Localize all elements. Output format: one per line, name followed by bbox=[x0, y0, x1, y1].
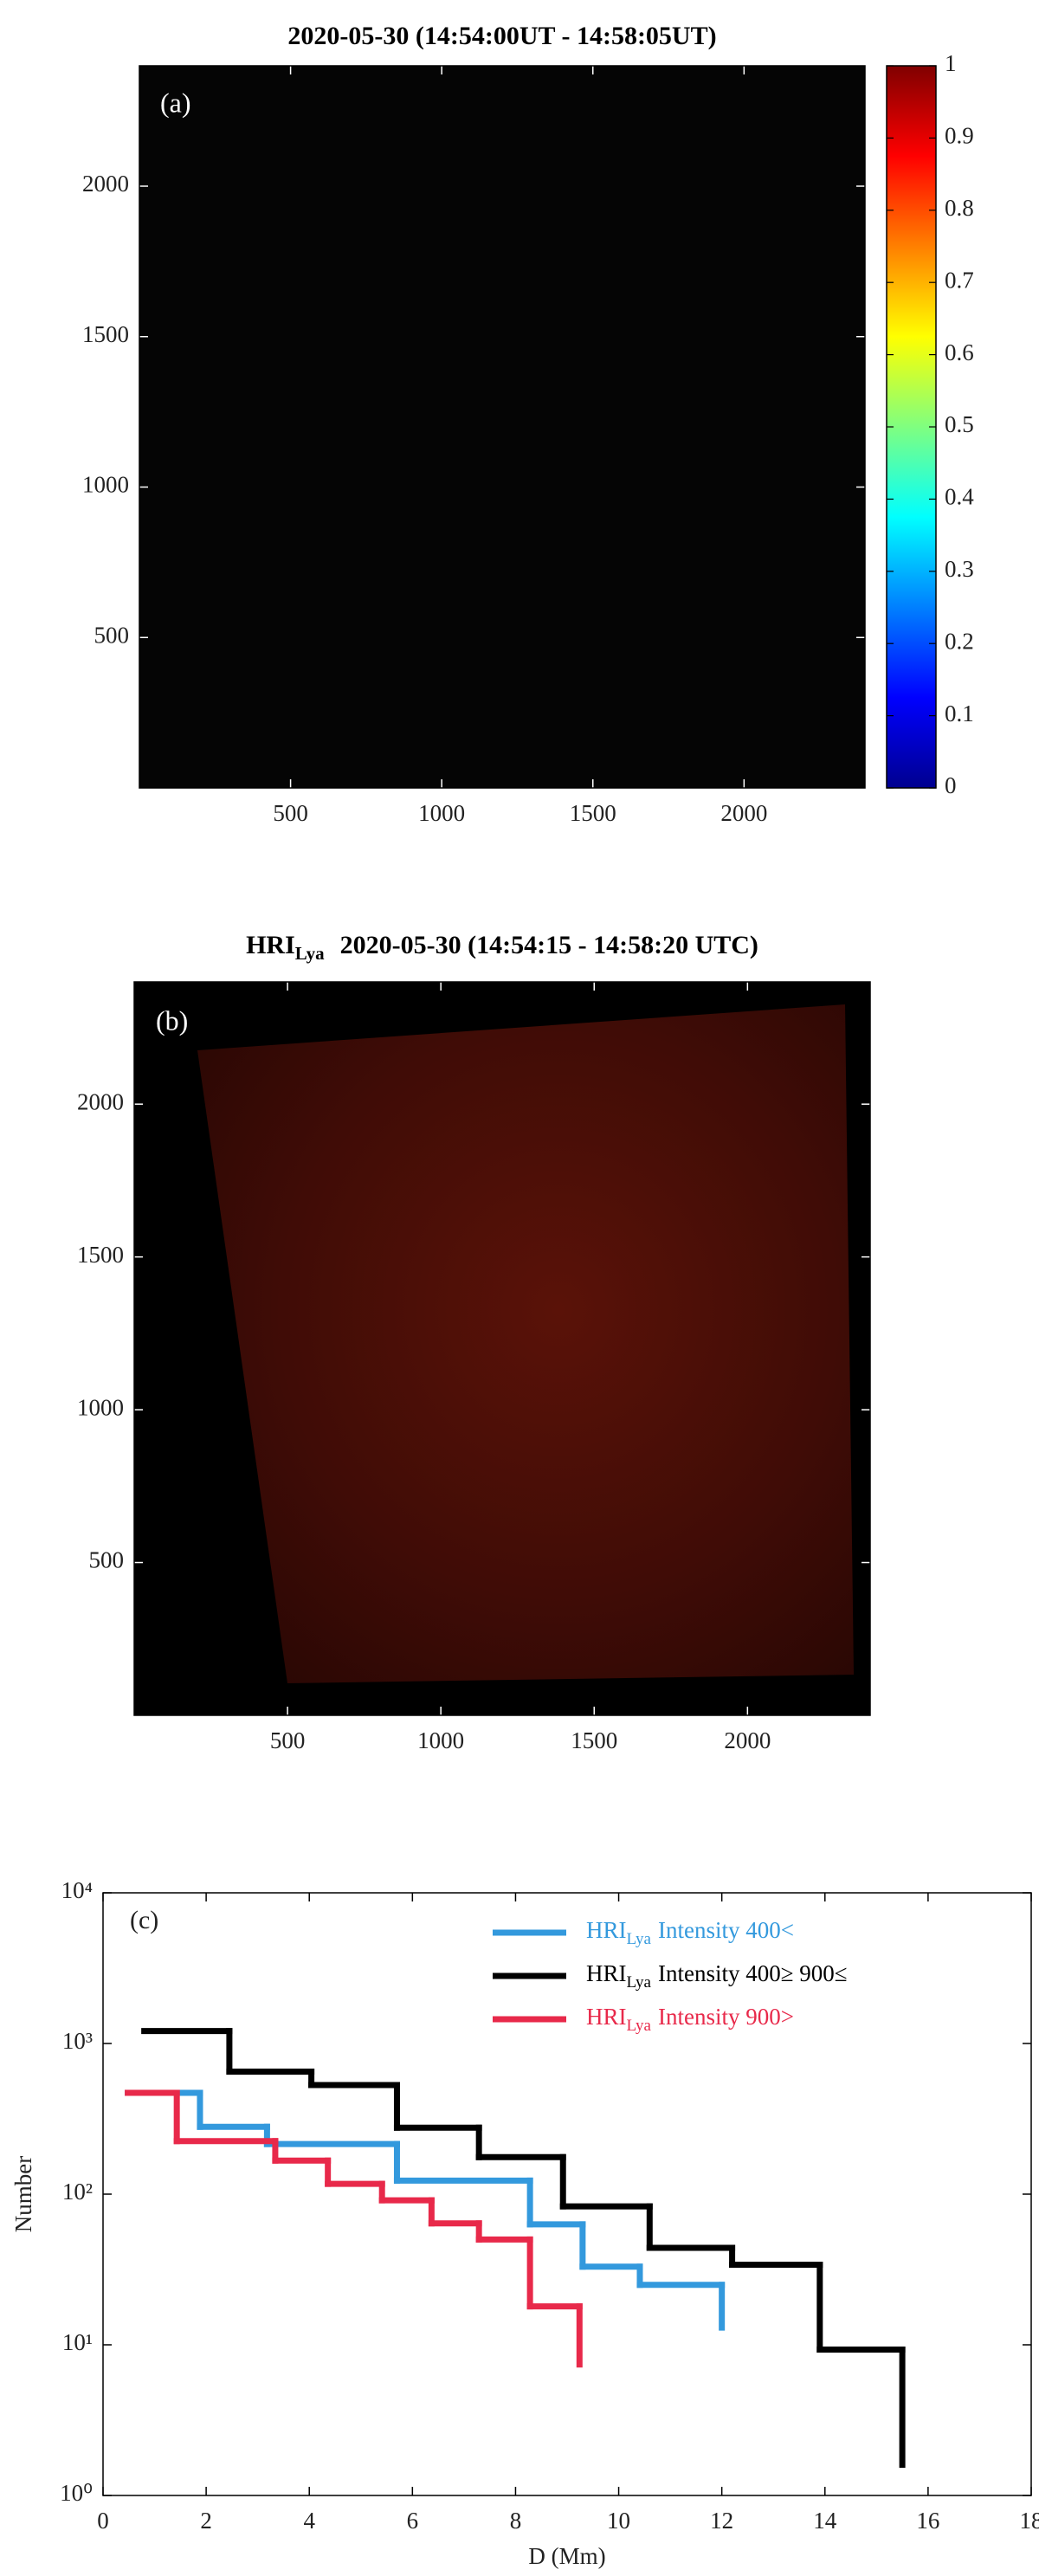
colorbar bbox=[886, 65, 937, 789]
y-tick-label: 500 bbox=[94, 622, 130, 648]
x-tick-label: 6 bbox=[407, 2508, 419, 2534]
legend-subscript: Lya bbox=[627, 2017, 652, 2035]
x-tick-label: 12 bbox=[710, 2508, 733, 2534]
x-axis-label: D (Mm) bbox=[528, 2543, 605, 2569]
x-tick-label: 1000 bbox=[418, 800, 465, 826]
legend-name: HRI bbox=[586, 1917, 627, 1943]
colorbar-tick-label: 0.8 bbox=[945, 195, 974, 221]
title-subscript: Lya bbox=[295, 943, 325, 964]
x-tick-label: 2000 bbox=[720, 800, 767, 826]
x-tick-label: 16 bbox=[916, 2508, 939, 2534]
legend-subscript: Lya bbox=[627, 1930, 652, 1948]
x-tick-label: 500 bbox=[270, 1727, 306, 1753]
x-tick-label: 1000 bbox=[417, 1727, 464, 1753]
y-tick-label: 10² bbox=[62, 2179, 93, 2205]
title-prefix: HRI bbox=[246, 931, 295, 959]
y-axis-label: Number bbox=[10, 2156, 36, 2232]
image-a bbox=[139, 66, 865, 788]
y-tick-label: 500 bbox=[89, 1547, 125, 1573]
colorbar-tick-label: 0 bbox=[945, 772, 957, 798]
legend-entry: HRILya Intensity 400< bbox=[586, 1917, 794, 1948]
x-tick-label: 2000 bbox=[724, 1727, 771, 1753]
y-tick-label: 1500 bbox=[82, 321, 129, 347]
title-a: 2020-05-30 (14:54:00UT - 14:58:05UT) bbox=[287, 22, 716, 50]
y-tick-label: 10¹ bbox=[62, 2329, 93, 2355]
title-main: 2020-05-30 (14:54:15 - 14:58:20 UTC) bbox=[340, 931, 758, 959]
x-tick-label: 10 bbox=[607, 2508, 630, 2534]
colorbar-tick-label: 0.3 bbox=[945, 556, 974, 582]
y-tick-label: 2000 bbox=[82, 171, 129, 197]
panel-label: (b) bbox=[156, 1004, 188, 1036]
x-tick-label: 14 bbox=[813, 2508, 837, 2534]
axes-frame bbox=[133, 981, 871, 1716]
legend: HRILya Intensity 400<HRILya Intensity 400≥… bbox=[493, 1917, 848, 2035]
x-tick-label: 18 bbox=[1020, 2508, 1039, 2534]
y-tick-label: 1500 bbox=[77, 1242, 124, 1268]
colorbar-tick-label: 0.6 bbox=[945, 339, 974, 365]
colorbar-tick-label: 0.4 bbox=[945, 484, 974, 510]
legend-entry: HRILya Intensity 900> bbox=[586, 2004, 794, 2035]
colorbar-tick-label: 0.7 bbox=[945, 267, 974, 293]
axes-frame bbox=[139, 65, 866, 789]
title-b: HRILya 2020-05-30 (14:54:15 - 14:58:20 UT… bbox=[246, 931, 758, 964]
colorbar-tick-label: 0.2 bbox=[945, 628, 974, 654]
x-tick-label: 1500 bbox=[570, 800, 616, 826]
y-tick-label: 10⁰ bbox=[60, 2480, 93, 2506]
image-b-disk bbox=[197, 1004, 854, 1683]
legend-label: Intensity 900> bbox=[658, 2004, 794, 2030]
legend-subscript: Lya bbox=[627, 1973, 652, 1992]
y-tick-label: 10³ bbox=[62, 2028, 93, 2054]
colorbar-tick-label: 0.5 bbox=[945, 411, 974, 437]
x-tick-label: 2 bbox=[200, 2508, 212, 2534]
x-tick-label: 1500 bbox=[571, 1727, 617, 1753]
panel-label: (c) bbox=[130, 1906, 158, 1934]
y-tick-label: 1000 bbox=[82, 472, 129, 498]
colorbar-tick-label: 1 bbox=[945, 50, 957, 76]
legend-entry: HRILya Intensity 400≥ 900≤ bbox=[586, 1960, 848, 1992]
axes-frame bbox=[102, 1892, 1032, 2496]
colorbar-tick-label: 0.1 bbox=[945, 700, 974, 726]
x-tick-label: 4 bbox=[303, 2508, 315, 2534]
legend-name: HRI bbox=[586, 2004, 627, 2030]
panel-label: (a) bbox=[160, 87, 191, 118]
legend-label: Intensity 400< bbox=[658, 1917, 794, 1943]
y-tick-label: 2000 bbox=[77, 1088, 124, 1114]
y-tick-label: 10⁴ bbox=[61, 1877, 93, 1903]
x-tick-label: 0 bbox=[97, 2508, 109, 2534]
legend-name: HRI bbox=[586, 1960, 627, 1986]
x-tick-label: 500 bbox=[273, 800, 308, 826]
y-tick-label: 1000 bbox=[77, 1394, 124, 1420]
x-tick-label: 8 bbox=[510, 2508, 522, 2534]
colorbar-tick-label: 0.9 bbox=[945, 123, 974, 149]
legend-label: Intensity 400≥ 900≤ bbox=[658, 1960, 848, 1986]
